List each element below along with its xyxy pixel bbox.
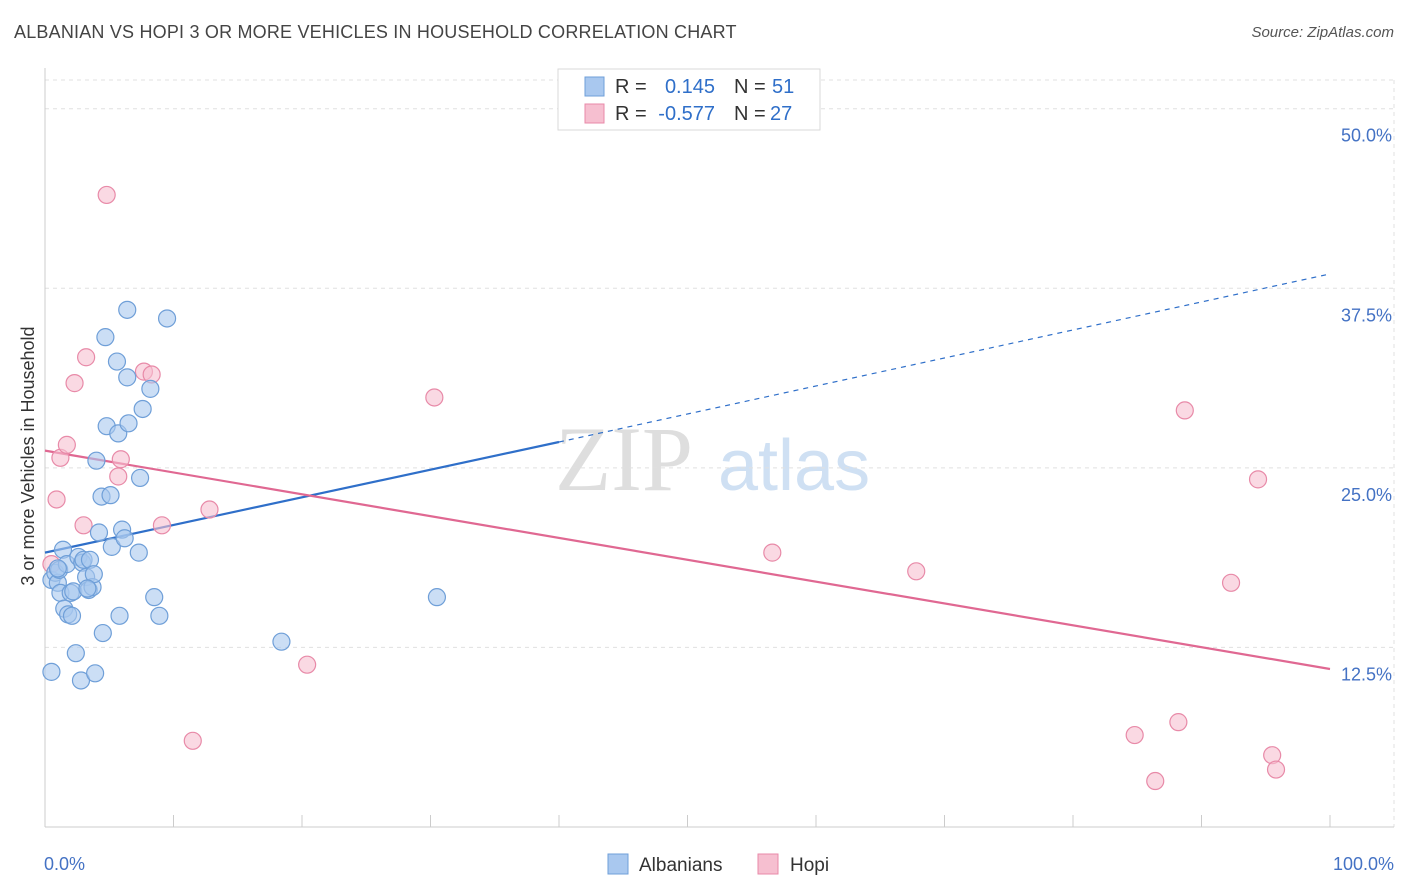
point-hopi [1266, 760, 1286, 779]
point-hopi [65, 374, 84, 393]
legend-swatch-hopi [584, 103, 605, 124]
y-tick-label: 50.0% [1341, 126, 1392, 146]
bottom-legend-label-hopi: Hopi [790, 855, 829, 876]
point-albanians [129, 543, 148, 562]
x-tick-label: 0.0% [44, 854, 85, 874]
trendline-extension-albanians [558, 273, 1331, 443]
bottom-legend-swatch-albanians [607, 853, 629, 875]
point-albanians [42, 662, 61, 681]
point-hopi [111, 450, 130, 469]
point-hopi [57, 435, 76, 454]
point-albanians [133, 399, 152, 419]
watermark-zip: ZIP [555, 408, 693, 510]
data-points [42, 185, 1286, 791]
point-albanians [86, 664, 105, 683]
point-hopi [1146, 771, 1165, 791]
point-albanians [101, 486, 120, 505]
point-hopi [1125, 725, 1144, 745]
legend-n-label-hopi: N = [734, 103, 766, 125]
axes [44, 68, 1394, 828]
point-hopi [1169, 713, 1188, 732]
trendline-hopi [44, 449, 1331, 671]
y-tick-label: 25.0% [1341, 485, 1392, 505]
legend-n-label-albanians: N = [734, 76, 766, 98]
legend-r-value-albanians: 0.145 [665, 76, 715, 98]
series-legend: Albanians Hopi [607, 853, 829, 876]
point-albanians [119, 414, 138, 433]
point-albanians [118, 368, 137, 387]
point-hopi [425, 388, 444, 407]
bottom-legend-swatch-hopi [757, 853, 779, 875]
point-albanians [71, 671, 91, 690]
tick-labels: 12.5% 25.0% 37.5% 50.0% 0.0% 100.0% [44, 126, 1394, 874]
point-albanians [78, 579, 97, 598]
legend-n-value-albanians: 51 [772, 76, 794, 98]
point-albanians [96, 328, 115, 347]
source-label: Source: ZipAtlas.com [1251, 24, 1394, 41]
point-albanians [115, 529, 134, 548]
legend-swatch-albanians [584, 76, 605, 97]
legend-r-value-hopi: -0.577 [658, 103, 715, 125]
chart-title: ALBANIAN VS HOPI 3 OR MORE VEHICLES IN H… [14, 22, 737, 42]
point-albanians [272, 632, 291, 651]
point-hopi [74, 516, 93, 535]
y-axis-label: 3 or more Vehicles in Household [18, 326, 38, 585]
point-albanians [118, 300, 137, 319]
point-albanians [150, 606, 169, 625]
point-albanians [427, 588, 447, 607]
point-albanians [107, 352, 127, 371]
point-hopi [1221, 573, 1241, 592]
point-albanians [110, 606, 129, 625]
point-albanians [157, 309, 177, 328]
point-hopi [200, 500, 219, 519]
point-albanians [89, 523, 109, 542]
bottom-legend-label-albanians: Albanians [639, 855, 722, 876]
point-albanians [102, 537, 121, 556]
y-tick-label: 12.5% [1341, 664, 1392, 684]
point-hopi [77, 348, 96, 367]
legend-r-label-albanians: R = [615, 76, 647, 98]
x-tick-label: 100.0% [1333, 854, 1394, 874]
point-albanians [145, 588, 164, 607]
y-tick-label: 37.5% [1341, 305, 1392, 325]
point-hopi [47, 490, 66, 509]
point-hopi [763, 543, 782, 562]
point-hopi [183, 731, 202, 750]
point-hopi [1175, 401, 1194, 420]
point-hopi [109, 467, 128, 486]
point-albanians [62, 606, 82, 625]
point-albanians [87, 451, 106, 470]
point-albanians [48, 559, 67, 578]
watermark-atlas: atlas [718, 426, 870, 506]
stats-legend: R = 0.145 N = 51 R = -0.577 N = 27 [557, 68, 821, 131]
point-hopi [907, 562, 926, 581]
point-hopi [298, 655, 317, 674]
point-hopi [152, 516, 172, 535]
legend-r-label-hopi: R = [615, 103, 647, 125]
point-hopi [97, 185, 116, 205]
point-albanians [93, 623, 112, 643]
point-hopi [1248, 470, 1268, 489]
point-albanians [141, 379, 160, 398]
point-albanians [130, 468, 150, 488]
point-albanians [66, 644, 85, 663]
legend-n-value-hopi: 27 [770, 103, 792, 125]
